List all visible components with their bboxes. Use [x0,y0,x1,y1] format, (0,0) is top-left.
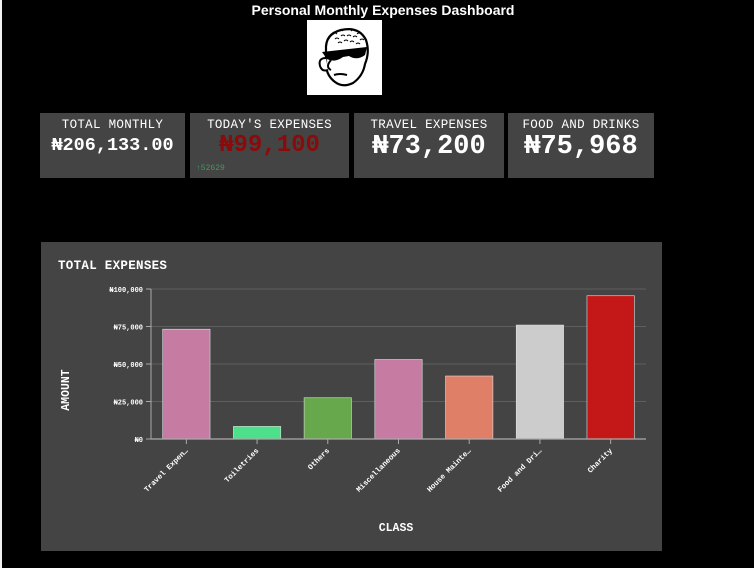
card-total-monthly: TOTAL MONTHLY ₦206,133.00 [40,113,185,178]
card-label: TRAVEL EXPENSES [370,118,488,132]
x-tick-label: Miscellaneous [356,447,403,494]
bar-3 [303,397,352,440]
y-tick-label: ₦0 [135,437,143,445]
bar-5 [445,375,494,440]
x-tick-label: Others [307,447,332,472]
y-tick-label: ₦100,000 [109,287,143,295]
card-delta: ↑52629 [196,164,225,173]
page-title: Personal Monthly Expenses Dashboard [251,2,515,18]
bar-4 [374,359,423,440]
chart-title: TOTAL EXPENSES [58,259,168,273]
bar-7 [586,295,635,440]
x-tick-label: Toiletries [224,447,262,485]
y-tick-label: ₦25,000 [114,400,143,408]
y-tick-label: ₦50,000 [114,362,143,370]
x-tick-label: Food and Dri… [497,447,544,494]
x-axis-title: CLASS [379,522,414,535]
bar-1 [162,328,211,440]
y-tick-label: ₦75,000 [114,325,143,333]
window-left-edge [0,0,2,568]
card-value: ₦73,200 [372,132,486,162]
card-value: ₦99,100 [219,132,320,159]
bar-chart: ₦0 ₦25,000 ₦50,000 ₦75,000 ₦100,000 Travel Ex… [60,287,646,535]
card-travel-expenses: TRAVEL EXPENSES ₦73,200 [354,113,504,178]
card-label: TODAY'S EXPENSES [207,118,332,132]
card-label: TOTAL MONTHLY [61,118,164,132]
total-expenses-chart: TOTAL EXPENSES ₦0 ₦25,000 ₦50,000 ₦75,000 ₦1… [41,242,662,551]
x-tick-label: House Mainte… [426,447,473,494]
card-label: FOOD AND DRINKS [522,118,640,132]
card-todays-expenses: TODAY'S EXPENSES ₦99,100 ↑52629 [190,113,349,178]
y-axis-title: AMOUNT [60,369,73,411]
card-value: ₦206,133.00 [51,135,174,156]
bar-2 [233,426,282,440]
avatar-logo [307,20,382,95]
card-food-and-drinks: FOOD AND DRINKS ₦75,968 [508,113,654,178]
bar-6 [515,324,564,440]
x-tick-label: Charity [587,447,615,475]
x-tick-label: Travel Expen… [143,447,190,494]
cartoon-face-icon [318,28,369,87]
card-value: ₦75,968 [524,132,638,162]
